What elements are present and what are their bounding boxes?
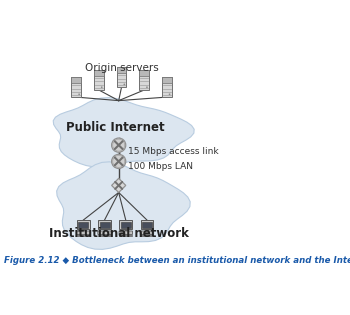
Circle shape: [112, 154, 126, 169]
Polygon shape: [112, 178, 126, 192]
FancyBboxPatch shape: [71, 77, 81, 97]
FancyBboxPatch shape: [94, 70, 104, 90]
FancyBboxPatch shape: [98, 234, 111, 236]
FancyBboxPatch shape: [94, 70, 104, 76]
Circle shape: [113, 155, 125, 167]
Text: 100 Mbps LAN: 100 Mbps LAN: [128, 162, 193, 171]
Circle shape: [169, 94, 170, 95]
FancyBboxPatch shape: [121, 222, 131, 228]
FancyBboxPatch shape: [98, 220, 111, 229]
Polygon shape: [57, 162, 190, 249]
Text: Institutional network: Institutional network: [49, 227, 189, 240]
FancyBboxPatch shape: [77, 231, 90, 234]
FancyBboxPatch shape: [117, 67, 126, 87]
FancyBboxPatch shape: [141, 234, 153, 236]
FancyBboxPatch shape: [139, 70, 149, 76]
Polygon shape: [53, 98, 194, 167]
Circle shape: [146, 86, 148, 88]
FancyBboxPatch shape: [139, 70, 149, 90]
Text: Public Internet: Public Internet: [66, 121, 164, 134]
Circle shape: [101, 86, 103, 88]
Text: Figure 2.12 ◆ Bottleneck between an institutional network and the Internet: Figure 2.12 ◆ Bottleneck between an inst…: [4, 255, 350, 265]
FancyBboxPatch shape: [119, 231, 132, 234]
Text: Origin servers: Origin servers: [85, 63, 159, 73]
FancyBboxPatch shape: [98, 231, 111, 234]
FancyBboxPatch shape: [141, 220, 153, 229]
FancyBboxPatch shape: [77, 234, 90, 236]
Circle shape: [124, 83, 125, 85]
FancyBboxPatch shape: [78, 222, 88, 228]
FancyBboxPatch shape: [117, 67, 126, 73]
FancyBboxPatch shape: [162, 77, 172, 83]
FancyBboxPatch shape: [162, 77, 172, 97]
Circle shape: [112, 138, 126, 152]
FancyBboxPatch shape: [100, 222, 110, 228]
Text: 15 Mbps access link: 15 Mbps access link: [128, 147, 218, 156]
Circle shape: [113, 139, 125, 151]
FancyBboxPatch shape: [140, 231, 154, 234]
FancyBboxPatch shape: [142, 222, 152, 228]
FancyBboxPatch shape: [119, 220, 132, 229]
Circle shape: [78, 94, 80, 95]
FancyBboxPatch shape: [71, 77, 81, 83]
FancyBboxPatch shape: [119, 234, 132, 236]
FancyBboxPatch shape: [77, 220, 90, 229]
